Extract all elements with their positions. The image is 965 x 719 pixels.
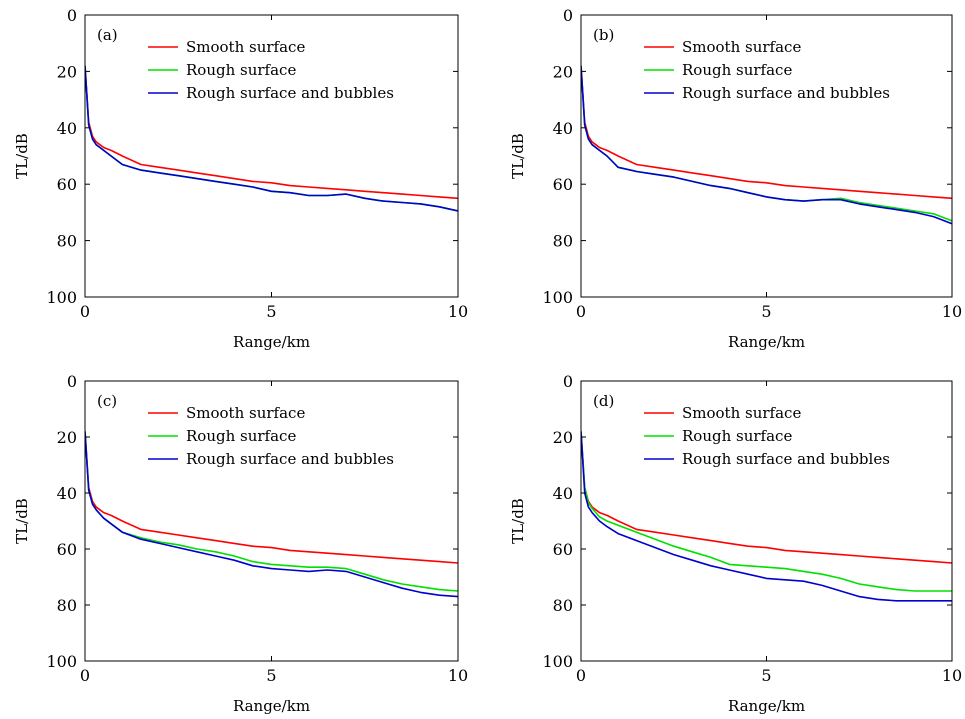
y-axis-title: TL/dB	[13, 498, 31, 544]
legend: Smooth surface Rough surface Rough surface…	[148, 404, 394, 468]
axes-frame	[84, 14, 459, 298]
y-tick-label: 20	[553, 62, 573, 81]
x-axis-title: Range/km	[233, 333, 310, 351]
x-tick-label: 0	[576, 302, 586, 321]
axes-frame	[580, 380, 953, 662]
series-line-3	[581, 431, 952, 602]
x-tick-label: 0	[80, 666, 90, 685]
x-tick-label: 10	[942, 302, 962, 321]
y-tick-label: 40	[57, 119, 77, 138]
x-axis-title: Range/km	[233, 697, 310, 715]
y-tick-label: 0	[563, 372, 573, 391]
series-line-1	[85, 65, 458, 200]
y-axis-title: TL/dB	[509, 133, 527, 179]
series-line-1	[85, 431, 458, 564]
legend-label-2: Rough surface	[186, 427, 296, 445]
y-tick-label: 60	[57, 540, 77, 559]
x-tick-label: 5	[266, 666, 276, 685]
x-tick-label: 5	[761, 666, 771, 685]
y-tick-label: 60	[57, 175, 77, 194]
y-tick-label: 40	[553, 484, 573, 503]
legend: Smooth surface Rough surface Rough surface…	[644, 38, 890, 102]
y-axis-title: TL/dB	[13, 133, 31, 179]
x-tick-label: 5	[761, 302, 771, 321]
series-line-1	[581, 431, 952, 564]
y-tick-label: 60	[553, 540, 573, 559]
y-tick-label: 80	[553, 596, 573, 615]
y-tick-label: 40	[553, 119, 573, 138]
x-tick-label: 10	[448, 302, 468, 321]
y-tick-label: 20	[553, 428, 573, 447]
series-line-1	[581, 65, 952, 200]
legend-label-1: Smooth surface	[186, 404, 305, 422]
legend-label-1: Smooth surface	[186, 38, 305, 56]
y-tick-label: 100	[542, 652, 573, 671]
legend-label-2: Rough surface	[682, 61, 792, 79]
plot-area	[581, 431, 952, 602]
legend-label-1: Smooth surface	[682, 404, 801, 422]
legend-label-3: Rough surface and bubbles	[186, 450, 394, 468]
legend-label-2: Rough surface	[682, 427, 792, 445]
y-tick-label: 0	[67, 6, 77, 25]
y-tick-label: 0	[563, 6, 573, 25]
y-tick-label: 100	[46, 652, 77, 671]
series-line-3	[85, 431, 458, 598]
panel-label: (d)	[593, 392, 614, 410]
x-tick-label: 0	[576, 666, 586, 685]
panel-label: (b)	[593, 26, 614, 44]
legend-label-3: Rough surface and bubbles	[682, 450, 890, 468]
plot-area	[85, 65, 458, 212]
x-tick-label: 10	[448, 666, 468, 685]
y-tick-label: 40	[57, 484, 77, 503]
y-tick-label: 80	[57, 596, 77, 615]
series-line-3	[581, 65, 952, 225]
series-line-3	[85, 65, 458, 212]
y-tick-label: 80	[57, 232, 77, 251]
legend: Smooth surface Rough surface Rough surface…	[644, 404, 890, 468]
legend: Smooth surface Rough surface Rough surface…	[148, 38, 394, 102]
y-tick-label: 100	[46, 288, 77, 307]
x-tick-label: 0	[80, 302, 90, 321]
y-tick-label: 100	[542, 288, 573, 307]
panel-label: (a)	[97, 26, 118, 44]
axes-frame	[84, 380, 459, 662]
plot-area	[85, 431, 458, 598]
legend-label-3: Rough surface and bubbles	[682, 84, 890, 102]
legend-label-2: Rough surface	[186, 61, 296, 79]
legend-label-3: Rough surface and bubbles	[186, 84, 394, 102]
y-axis-title: TL/dB	[509, 498, 527, 544]
y-tick-label: 80	[553, 232, 573, 251]
axes-frame	[580, 14, 953, 298]
y-tick-label: 20	[57, 428, 77, 447]
x-tick-label: 10	[942, 666, 962, 685]
legend-label-1: Smooth surface	[682, 38, 801, 56]
y-tick-label: 0	[67, 372, 77, 391]
plot-area	[581, 65, 952, 225]
x-axis-title: Range/km	[728, 333, 805, 351]
x-axis-title: Range/km	[728, 697, 805, 715]
y-tick-label: 60	[553, 175, 573, 194]
panel-label: (c)	[97, 392, 117, 410]
y-tick-label: 20	[57, 62, 77, 81]
x-tick-label: 5	[266, 302, 276, 321]
series-line-2	[581, 431, 952, 592]
